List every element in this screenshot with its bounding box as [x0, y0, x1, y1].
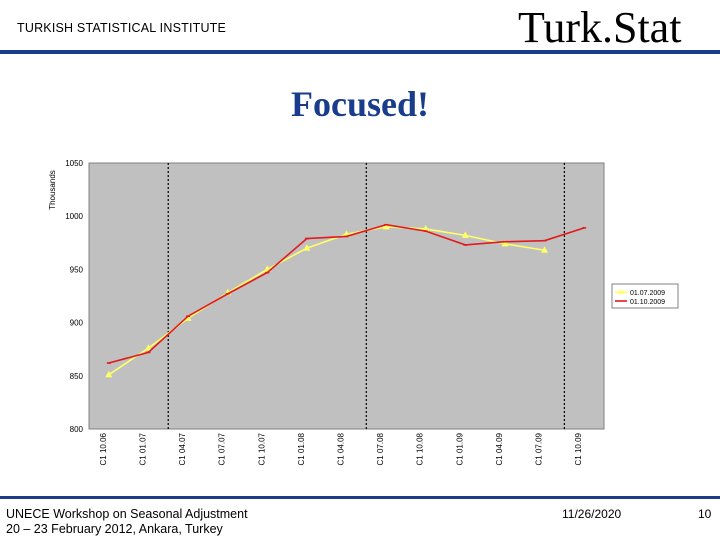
footer-event-line1: UNECE Workshop on Seasonal Adjustment [6, 507, 248, 521]
x-tick-label: C1 07.09 [535, 432, 544, 465]
x-tick-label: C1 04.08 [337, 432, 346, 465]
x-tick-label: C1 07.07 [218, 432, 227, 465]
x-tick-label: C1 04.09 [495, 432, 504, 465]
data-point [422, 224, 430, 232]
x-tick-label: C1 10.07 [257, 432, 266, 465]
x-tick-label: C1 10.09 [574, 432, 583, 465]
chart: Thousands 1050 1000 950 900 850 800 C1 10.06 C… [40, 150, 690, 480]
data-point [541, 246, 549, 253]
x-tick-label: C1 01.08 [297, 432, 306, 465]
x-tick-label: C1 01.07 [138, 432, 147, 465]
x-tick-label: C1 04.07 [178, 432, 187, 465]
x-tick-label: C1 07.08 [376, 432, 385, 465]
footer-event: UNECE Workshop on Seasonal Adjustment 20… [6, 507, 248, 537]
legend-marker [618, 289, 624, 294]
data-point [184, 314, 192, 321]
data-point [501, 239, 509, 247]
y-tick-label: 950 [70, 265, 84, 274]
vertical-dividers [167, 163, 565, 429]
x-tick-label: C1 10.08 [416, 432, 425, 465]
legend-box [611, 283, 679, 309]
y-tick-label: 850 [70, 372, 84, 381]
data-point [303, 244, 311, 251]
y-tick-label: 800 [70, 425, 84, 434]
x-tick-label: C1 10.06 [99, 432, 108, 465]
y-tick-label: 900 [70, 319, 84, 328]
header-brand: Turk.Stat [518, 3, 682, 52]
legend-label: 01.10.2009 [630, 299, 665, 306]
header-organization: TURKISH STATISTICAL INSTITUTE [17, 21, 227, 35]
y-tick-label: 1000 [65, 212, 83, 221]
series-lines [105, 222, 587, 378]
data-point [144, 344, 152, 351]
slide-title: Focused! [291, 84, 429, 124]
y-axis-label: Thousands [48, 170, 57, 210]
plot-area [88, 162, 605, 430]
y-tick-labels: 1050 1000 950 900 850 800 [65, 159, 83, 434]
footer-event-line2: 20 – 23 February 2012, Ankara, Turkey [6, 522, 223, 536]
header-rule [0, 50, 720, 54]
data-point [382, 222, 390, 230]
footer-rule [0, 496, 720, 499]
footer-date: 11/26/2020 [562, 507, 622, 521]
x-tick-labels: C1 10.06 C1 01.07 C1 04.07 C1 07.07 C1 10.07… [99, 432, 583, 465]
page-number: 10 [698, 507, 712, 521]
legend-label: 01.07.2009 [630, 290, 665, 297]
y-tick-label: 1050 [65, 159, 83, 168]
x-tick-label: C1 01.09 [455, 432, 464, 465]
data-point [105, 370, 113, 378]
legend: 01.07.2009 01.10.2009 [611, 283, 679, 309]
data-point [461, 231, 469, 238]
